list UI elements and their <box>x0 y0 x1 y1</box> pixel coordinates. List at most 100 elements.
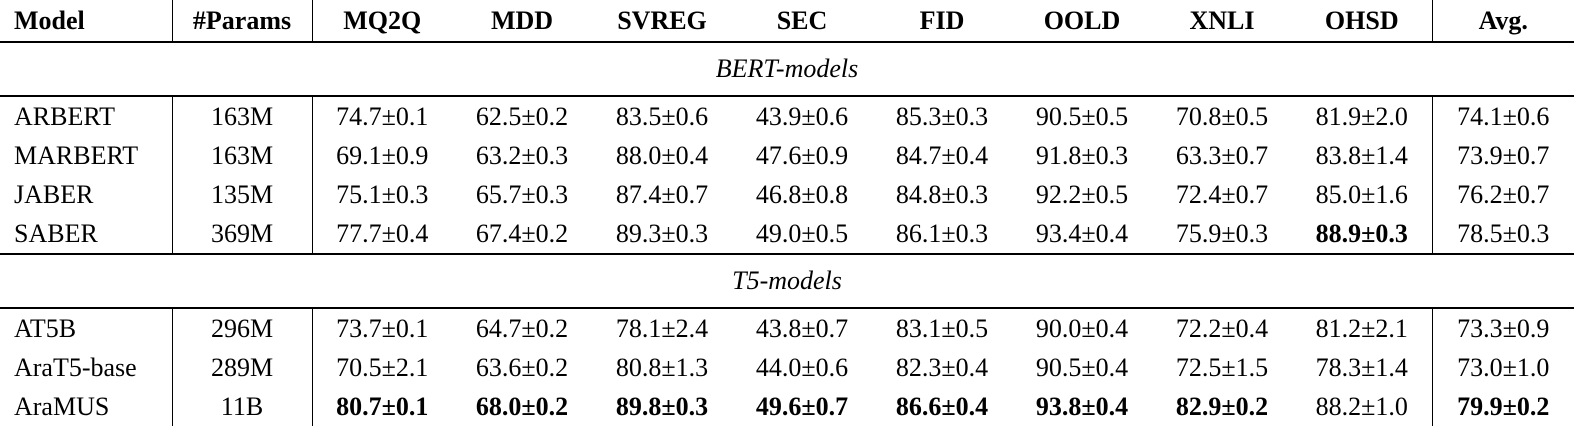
model-cell: AraMUS <box>0 387 173 426</box>
header-cell-svreg: SVREG <box>592 0 732 43</box>
header-cell-fid: FID <box>872 0 1012 43</box>
metric-cell: 70.8±0.5 <box>1175 101 1269 131</box>
table-row: MARBERT 163M 69.1±0.9 63.2±0.3 88.0±0.4 … <box>0 136 1574 175</box>
header-row: Model #Params MQ2Q MDD SVREG SEC FID OOL… <box>0 0 1574 43</box>
metric-cell: 72.4±0.7 <box>1175 179 1269 209</box>
metric-cell: 86.1±0.3 <box>895 218 989 248</box>
params-cell: 289M <box>172 348 313 387</box>
metric-cell: 62.5±0.2 <box>475 101 569 131</box>
params-cell: 296M <box>172 308 313 348</box>
section-row-t5: T5-models <box>0 253 1574 309</box>
metric-cell: 43.8±0.7 <box>755 313 849 343</box>
metric-cell: 78.3±1.4 <box>1292 348 1433 387</box>
model-cell: JABER <box>0 175 173 214</box>
metric-cell: 64.7±0.2 <box>475 313 569 343</box>
metric-cell: 85.3±0.3 <box>895 101 989 131</box>
metric-cell: 69.1±0.9 <box>336 140 429 170</box>
table-row: AraT5-base 289M 70.5±2.1 63.6±0.2 80.8±1… <box>0 348 1574 387</box>
metric-cell: 86.6±0.4 <box>895 391 989 421</box>
metric-cell: 68.0±0.2 <box>475 391 569 421</box>
metric-cell: 82.3±0.4 <box>895 352 989 382</box>
metric-cell: 77.7±0.4 <box>336 218 429 248</box>
metric-cell: 83.8±1.4 <box>1292 136 1433 175</box>
metric-cell: 80.7±0.1 <box>336 391 429 421</box>
table-row: JABER 135M 75.1±0.3 65.7±0.3 87.4±0.7 46… <box>0 175 1574 214</box>
params-cell: 11B <box>172 387 313 426</box>
header-cell-params: #Params <box>172 0 313 43</box>
model-cell: AraT5-base <box>0 348 173 387</box>
section-label: BERT-models <box>0 41 1574 97</box>
metric-cell: 75.1±0.3 <box>336 179 429 209</box>
metric-cell: 80.8±1.3 <box>615 352 709 382</box>
section-label: T5-models <box>0 253 1574 309</box>
header-cell-mq2q: MQ2Q <box>312 0 452 43</box>
params-cell: 369M <box>172 214 313 254</box>
metric-cell: 44.0±0.6 <box>755 352 849 382</box>
metric-cell: 82.9±0.2 <box>1175 391 1269 421</box>
metric-cell: 70.5±2.1 <box>336 352 429 382</box>
metric-cell: 81.2±2.1 <box>1292 308 1433 348</box>
model-cell: MARBERT <box>0 136 173 175</box>
header-cell-sec: SEC <box>732 0 872 43</box>
metric-cell: 93.4±0.4 <box>1035 218 1129 248</box>
table-row: AraMUS 11B 80.7±0.1 68.0±0.2 89.8±0.3 49… <box>0 387 1574 426</box>
metric-cell: 78.1±2.4 <box>615 313 709 343</box>
metric-cell: 72.5±1.5 <box>1175 352 1269 382</box>
metric-cell: 63.2±0.3 <box>475 140 569 170</box>
params-cell: 163M <box>172 96 313 136</box>
metric-cell: 47.6±0.9 <box>755 140 849 170</box>
metric-cell: 83.1±0.5 <box>895 313 989 343</box>
metric-cell: 89.3±0.3 <box>615 218 709 248</box>
metric-cell: 93.8±0.4 <box>1035 391 1129 421</box>
model-cell: SABER <box>0 214 173 254</box>
avg-cell: 78.5±0.3 <box>1457 218 1550 248</box>
metric-cell: 74.7±0.1 <box>336 101 429 131</box>
metric-cell: 65.7±0.3 <box>475 179 569 209</box>
table-row: SABER 369M 77.7±0.4 67.4±0.2 89.3±0.3 49… <box>0 214 1574 254</box>
metric-cell: 49.6±0.7 <box>755 391 849 421</box>
metric-cell: 63.3±0.7 <box>1175 140 1269 170</box>
header-cell-avg: Avg. <box>1432 0 1574 43</box>
model-cell: ARBERT <box>0 96 173 136</box>
header-cell-model: Model <box>0 0 173 43</box>
section-row-bert: BERT-models <box>0 41 1574 97</box>
avg-cell: 73.9±0.7 <box>1457 140 1550 170</box>
header-cell-xnli: XNLI <box>1152 0 1292 43</box>
metric-cell: 81.9±2.0 <box>1292 96 1433 136</box>
metric-cell: 84.8±0.3 <box>895 179 989 209</box>
metric-cell: 89.8±0.3 <box>615 391 709 421</box>
metric-cell: 90.5±0.5 <box>1035 101 1129 131</box>
metric-cell: 46.8±0.8 <box>755 179 849 209</box>
metric-cell: 88.0±0.4 <box>615 140 709 170</box>
metric-cell: 85.0±1.6 <box>1292 175 1433 214</box>
metric-cell: 83.5±0.6 <box>615 101 709 131</box>
metric-cell: 63.6±0.2 <box>475 352 569 382</box>
params-cell: 163M <box>172 136 313 175</box>
metric-cell: 43.9±0.6 <box>755 101 849 131</box>
metric-cell: 88.9±0.3 <box>1292 214 1433 254</box>
metric-cell: 87.4±0.7 <box>615 179 709 209</box>
metric-cell: 90.5±0.4 <box>1035 352 1129 382</box>
metric-cell: 88.2±1.0 <box>1292 387 1433 426</box>
avg-cell: 76.2±0.7 <box>1457 179 1550 209</box>
metric-cell: 91.8±0.3 <box>1035 140 1129 170</box>
params-cell: 135M <box>172 175 313 214</box>
metric-cell: 72.2±0.4 <box>1175 313 1269 343</box>
header-cell-oold: OOLD <box>1012 0 1152 43</box>
metric-cell: 92.2±0.5 <box>1035 179 1129 209</box>
avg-cell: 79.9±0.2 <box>1457 391 1550 421</box>
metric-cell: 67.4±0.2 <box>475 218 569 248</box>
header-cell-mdd: MDD <box>452 0 592 43</box>
avg-cell: 73.0±1.0 <box>1457 352 1550 382</box>
avg-cell: 74.1±0.6 <box>1457 101 1550 131</box>
avg-cell: 73.3±0.9 <box>1457 313 1550 343</box>
model-cell: AT5B <box>0 308 173 348</box>
metric-cell: 73.7±0.1 <box>336 313 429 343</box>
table-row: ARBERT 163M 74.7±0.1 62.5±0.2 83.5±0.6 4… <box>0 96 1574 136</box>
metric-cell: 49.0±0.5 <box>755 218 849 248</box>
metric-cell: 84.7±0.4 <box>895 140 989 170</box>
metric-cell: 90.0±0.4 <box>1035 313 1129 343</box>
metric-cell: 75.9±0.3 <box>1175 218 1269 248</box>
